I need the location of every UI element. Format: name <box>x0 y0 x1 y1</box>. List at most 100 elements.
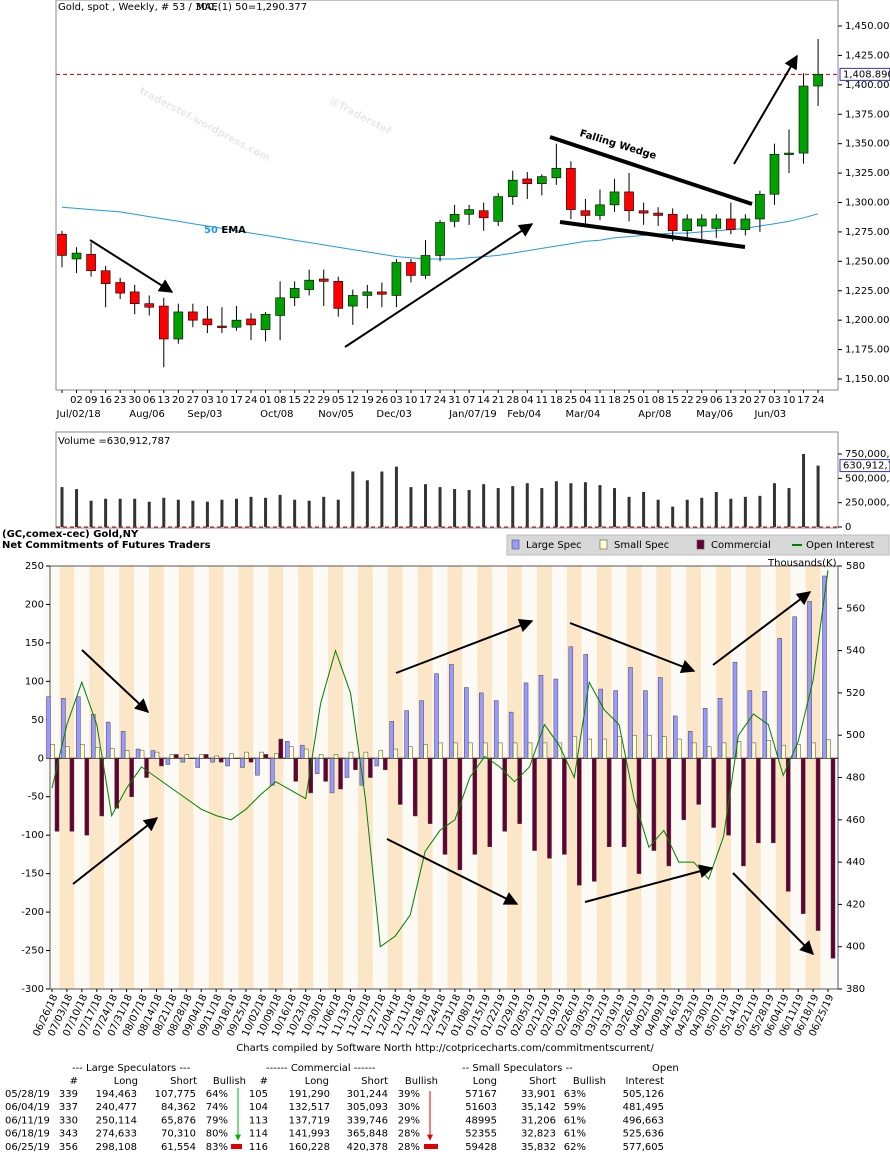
candle-body <box>478 210 489 219</box>
volume-bar <box>351 471 355 527</box>
y-tick-label: 100 <box>25 676 44 687</box>
cot-bar <box>368 758 373 778</box>
table-cell: 29% <box>398 1115 420 1126</box>
table-cell: 39% <box>398 1089 420 1100</box>
y-tick-label: 1,275.000 <box>845 227 890 238</box>
y2-tick-label: 540 <box>846 646 865 657</box>
cot-bar <box>423 744 428 759</box>
volume-bar <box>598 485 602 527</box>
x-tick-label: 19 <box>361 395 374 406</box>
price-label: 1,408.890 <box>843 69 890 80</box>
table-cell: 114 <box>249 1129 268 1140</box>
candle-body <box>333 281 344 309</box>
cot-bar <box>353 758 358 771</box>
cot-bar <box>91 714 96 759</box>
y2-tick-label: 380 <box>846 984 865 995</box>
x-tick-label: 20 <box>172 395 185 406</box>
cot-bar <box>214 755 219 759</box>
candle-body <box>289 288 300 299</box>
x-month-label: Jun/03 <box>753 409 786 420</box>
volume-bar <box>380 471 384 527</box>
price-frame <box>55 0 839 391</box>
cot-bar <box>144 758 149 778</box>
cot-bar <box>109 748 115 759</box>
cot-bar <box>785 758 791 892</box>
y-tick-label: 0 <box>38 753 44 764</box>
trend-arrow <box>733 54 798 165</box>
y-tick-label: -250 <box>21 946 44 957</box>
cot-bar <box>318 754 324 759</box>
cot-bar <box>621 758 627 847</box>
table-cell: 160,228 <box>289 1142 330 1153</box>
trend-marker <box>424 1144 438 1149</box>
column-band <box>745 566 761 989</box>
wedge-line <box>559 220 746 249</box>
table-cell: 337 <box>59 1102 78 1113</box>
column-band <box>163 566 179 989</box>
candle-body <box>347 295 358 307</box>
column-band <box>417 566 433 989</box>
volume-bar <box>249 496 253 527</box>
cot-bar <box>348 751 354 759</box>
x-tick-label: 14 <box>477 395 490 406</box>
column-band <box>74 566 90 989</box>
volume-bar <box>642 491 646 527</box>
x-tick-label: 08 <box>274 395 287 406</box>
cot-bar <box>344 758 350 778</box>
cot-bar <box>632 734 637 759</box>
x-tick-label: 01 <box>637 395 650 406</box>
cot-bar <box>651 758 657 851</box>
cot-bar <box>383 758 388 771</box>
volume-bar <box>743 496 747 527</box>
column-band <box>208 566 224 989</box>
table-cell: 301,244 <box>347 1089 388 1100</box>
cot-bar <box>547 758 552 859</box>
table-group-header: ------ Commercial ------ <box>266 1063 376 1074</box>
cot-bar <box>602 738 607 759</box>
table-column-header: Short <box>361 1076 388 1087</box>
cot-bar <box>165 758 171 765</box>
table-cell: 30% <box>398 1102 420 1113</box>
cot-bar <box>662 736 667 759</box>
wedge-line <box>549 135 753 206</box>
cot-bar <box>532 758 537 851</box>
x-tick-label: 07 <box>463 395 476 406</box>
table-cell: 28% <box>398 1129 420 1140</box>
candle-body <box>57 233 67 256</box>
y-tick-label: 1,325.000 <box>845 168 890 179</box>
cot-bar <box>412 758 418 817</box>
y-tick-label: 250 <box>25 561 44 572</box>
cot-bar <box>691 742 697 759</box>
x-month-label: Mar/04 <box>565 409 600 420</box>
cot-bar <box>732 661 738 759</box>
x-month-label: Dec/03 <box>376 409 411 420</box>
y-tick-label: 1,375.000 <box>845 109 890 120</box>
volume-bar <box>583 482 587 527</box>
candle-body <box>667 213 678 232</box>
x-tick-label: 11 <box>535 395 548 406</box>
volume-bar <box>671 506 675 527</box>
volume-bar <box>365 480 369 527</box>
candle-body <box>217 325 227 328</box>
table-cell: 191,290 <box>289 1089 330 1100</box>
candle-body <box>566 168 576 210</box>
table-cell: 330 <box>59 1115 78 1126</box>
cot-bar <box>442 758 448 855</box>
table-cell: 51603 <box>465 1102 497 1113</box>
cot-bar <box>508 711 514 759</box>
y-tick-label: 1,175.000 <box>845 345 890 356</box>
volume-bar <box>191 500 195 527</box>
cot-bar <box>314 758 320 774</box>
y2-tick-label: 460 <box>846 815 865 826</box>
volume-bar <box>453 489 457 527</box>
candle-body <box>798 85 809 154</box>
legend-label: Small Spec <box>614 540 669 551</box>
cot-bar <box>666 758 672 867</box>
chart-subtitle: MAE(1) 50=1,290.377 <box>196 2 307 13</box>
table-cell: 31,206 <box>521 1115 556 1126</box>
volume-bar <box>234 498 238 527</box>
x-tick-label: 26 <box>376 395 389 406</box>
legend-label: Open Interest <box>806 540 875 551</box>
y2-tick-label: 580 <box>846 561 865 572</box>
table-cell: 32,823 <box>521 1129 556 1140</box>
